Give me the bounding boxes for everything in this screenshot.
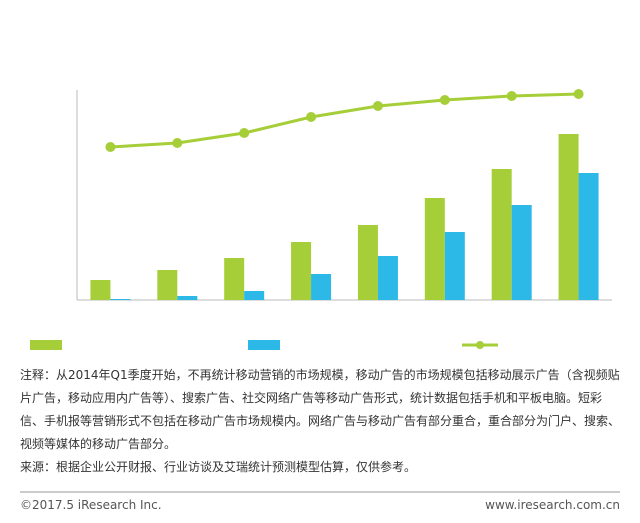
legend-swatch [248, 340, 280, 350]
bar [311, 274, 332, 300]
bar [357, 225, 378, 300]
bar [491, 169, 512, 300]
bar [244, 291, 265, 300]
line-point [239, 128, 250, 138]
bar [224, 258, 245, 300]
bar [558, 134, 579, 300]
bar [177, 296, 198, 300]
line-point [439, 95, 450, 105]
line-point [372, 101, 383, 111]
legend-swatch [30, 340, 62, 350]
bar [578, 173, 599, 300]
line-point [573, 89, 584, 99]
line-point [506, 91, 517, 101]
bar [424, 198, 445, 300]
legend-dot [476, 341, 484, 349]
bar [157, 270, 178, 300]
bar [110, 299, 131, 300]
bar [377, 256, 398, 300]
note: 注释：从2014年Q1季度开始，不再统计移动营销的市场规模，移动广告的市场规模包… [20, 368, 621, 451]
bar [511, 205, 532, 300]
bar [444, 232, 465, 300]
line-point [306, 112, 317, 122]
line-point [105, 142, 116, 152]
bar [90, 280, 111, 300]
website: www.iresearch.com.cn [485, 498, 620, 512]
copyright: ©2017.5 iResearch Inc. [20, 498, 162, 512]
notes: 注释：从2014年Q1季度开始，不再统计移动营销的市场规模，移动广告的市场规模包… [20, 364, 624, 479]
source: 来源：根据企业公开财报、行业访谈及艾瑞统计预测模型估算，仅供参考。 [20, 460, 417, 474]
line-point [172, 138, 183, 148]
line [110, 92, 579, 149]
bar [291, 242, 312, 300]
